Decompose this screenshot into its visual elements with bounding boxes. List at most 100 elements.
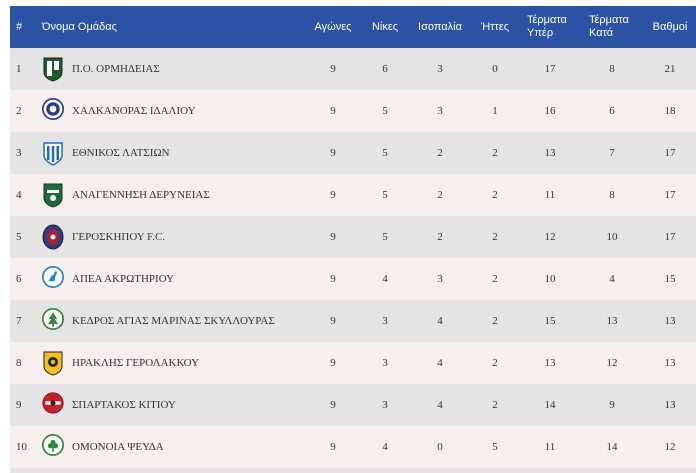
row-team: ΗΡΑΚΛΗΣ ΓΕΡΟΛΑΚΚΟΥ bbox=[42, 342, 199, 384]
row-wins: 3 bbox=[382, 399, 388, 411]
ormideia-crest-icon bbox=[42, 56, 64, 82]
row-goals-for: 10 bbox=[544, 273, 556, 285]
row-wins: 5 bbox=[382, 147, 388, 159]
row-wins: 6 bbox=[382, 63, 388, 75]
header-played: Αγώνες bbox=[314, 20, 352, 33]
table-row: 4 ΑΝΑΓΕΝΝΗΣΗ ΔΕΡΥΝΕΙΑΣ 9 5 2 2 11 8 17 bbox=[10, 174, 696, 216]
header-draws: Ισοπαλία bbox=[418, 20, 462, 33]
row-position: 1 bbox=[16, 63, 22, 75]
row-team: ΑΝΑΓΕΝΝΗΣΗ ΔΕΡΥΝΕΙΑΣ bbox=[42, 174, 210, 216]
row-goals-against: 7 bbox=[609, 147, 615, 159]
team-name: ΣΠΑΡΤΑΚΟΣ ΚΙΤΙΟΥ bbox=[72, 399, 176, 411]
row-goals-for: 11 bbox=[544, 189, 556, 201]
row-goals-for: 13 bbox=[544, 357, 556, 369]
row-points: 17 bbox=[664, 189, 676, 201]
row-points: 17 bbox=[664, 231, 676, 243]
row-played: 9 bbox=[330, 357, 336, 369]
table-row: 3 ΕΘΝΙΚΟΣ ΛΑΤΣΙΩΝ 9 5 2 2 13 7 17 bbox=[10, 132, 696, 174]
anagennisi-crest-icon bbox=[42, 182, 64, 208]
table-header: # Όνομα Ομάδας Αγώνες Νίκες Ισοπαλία Ήττ… bbox=[10, 6, 696, 48]
row-points: 21 bbox=[664, 63, 676, 75]
row-points: 13 bbox=[664, 399, 676, 411]
ethnikos-crest-icon bbox=[42, 140, 64, 166]
row-wins: 5 bbox=[382, 105, 388, 117]
header-position: # bbox=[16, 20, 23, 33]
row-team: ΟΜΟΝΟΙΑ ΨΕΥΔΑ bbox=[42, 426, 164, 468]
row-team: ΣΠΑΡΤΑΚΟΣ ΚΙΤΙΟΥ bbox=[42, 384, 176, 426]
row-position: 6 bbox=[16, 273, 22, 285]
row-team: ΚΕΔΡΟΣ ΑΓΙΑΣ ΜΑΡΙΝΑΣ ΣΚΥΛΛΟΥΡΑΣ bbox=[42, 300, 275, 342]
row-team: ΓΕΡΟΣΚΗΠΟΥ F.C. bbox=[42, 216, 165, 258]
table-row: 8 ΗΡΑΚΛΗΣ ΓΕΡΟΛΑΚΚΟΥ 9 3 4 2 13 12 13 bbox=[10, 342, 696, 384]
row-points: 17 bbox=[664, 147, 676, 159]
row-goals-against: 12 bbox=[606, 357, 618, 369]
omonoia-crest-icon bbox=[42, 434, 64, 460]
table-row: 5 ΓΕΡΟΣΚΗΠΟΥ F.C. 9 5 2 2 12 10 17 bbox=[10, 216, 696, 258]
row-goals-against: 8 bbox=[609, 189, 615, 201]
header-points: Βαθμοί bbox=[652, 20, 688, 33]
row-wins: 3 bbox=[382, 357, 388, 369]
row-losses: 5 bbox=[492, 441, 498, 453]
row-position: 10 bbox=[16, 441, 27, 453]
row-draws: 4 bbox=[437, 357, 443, 369]
geroskipou-crest-icon bbox=[42, 224, 64, 250]
row-goals-for: 14 bbox=[544, 399, 556, 411]
row-goals-against: 8 bbox=[609, 63, 615, 75]
row-wins: 4 bbox=[382, 273, 388, 285]
row-goals-against: 14 bbox=[606, 441, 618, 453]
row-losses: 2 bbox=[492, 399, 498, 411]
table-row: 10 ΟΜΟΝΟΙΑ ΨΕΥΔΑ 9 4 0 5 11 14 12 bbox=[10, 426, 696, 468]
table-row: 1 Π.Ο. ΟΡΜΗΔΕΙΑΣ 9 6 3 0 17 8 21 bbox=[10, 48, 696, 90]
row-points: 18 bbox=[664, 105, 676, 117]
row-wins: 3 bbox=[382, 315, 388, 327]
row-points: 15 bbox=[664, 273, 676, 285]
row-wins: 5 bbox=[382, 189, 388, 201]
team-name: ΑΠΕΑ ΑΚΡΩΤΗΡΙΟΥ bbox=[72, 273, 175, 285]
apea-crest-icon bbox=[42, 266, 64, 292]
team-name: ΗΡΑΚΛΗΣ ΓΕΡΟΛΑΚΚΟΥ bbox=[72, 357, 200, 369]
row-team: Π.Ο. ΟΡΜΗΔΕΙΑΣ bbox=[42, 48, 160, 90]
team-name: ΑΝΑΓΕΝΝΗΣΗ ΔΕΡΥΝΕΙΑΣ bbox=[72, 189, 210, 201]
row-points: 13 bbox=[664, 315, 676, 327]
row-position: 7 bbox=[16, 315, 22, 327]
table-row: 2 ΧΑΛΚΑΝΟΡΑΣ ΙΔΑΛΙΟΥ 9 5 3 1 16 6 18 bbox=[10, 90, 696, 132]
row-team: ΧΑΛΚΑΝΟΡΑΣ ΙΔΑΛΙΟΥ bbox=[42, 90, 196, 132]
header-goals-for: Τέρματα Υπέρ bbox=[527, 6, 567, 48]
row-played: 9 bbox=[330, 399, 336, 411]
row-draws: 3 bbox=[437, 273, 443, 285]
row-losses: 1 bbox=[492, 105, 498, 117]
row-played: 9 bbox=[330, 231, 336, 243]
row-losses: 2 bbox=[492, 273, 498, 285]
row-played: 9 bbox=[330, 273, 336, 285]
row-played: 9 bbox=[330, 105, 336, 117]
row-goals-for: 12 bbox=[544, 231, 556, 243]
row-position: 4 bbox=[16, 189, 22, 201]
row-losses: 0 bbox=[492, 63, 498, 75]
row-team: ΑΠΕΑ ΑΚΡΩΤΗΡΙΟΥ bbox=[42, 258, 174, 300]
team-name: ΓΕΡΟΣΚΗΠΟΥ F.C. bbox=[72, 231, 166, 243]
row-goals-for: 16 bbox=[544, 105, 556, 117]
row-position: 9 bbox=[16, 399, 22, 411]
header-goals-against: Τέρματα Κατά bbox=[589, 6, 629, 48]
header-losses: Ήττες bbox=[480, 20, 510, 33]
header-wins: Νίκες bbox=[371, 20, 399, 33]
standings-table: # Όνομα Ομάδας Αγώνες Νίκες Ισοπαλία Ήττ… bbox=[10, 6, 696, 468]
chalkanoras-crest-icon bbox=[42, 98, 64, 124]
row-wins: 4 bbox=[382, 441, 388, 453]
iraklis-crest-icon bbox=[42, 350, 64, 376]
row-losses: 2 bbox=[492, 189, 498, 201]
team-name: ΕΘΝΙΚΟΣ ΛΑΤΣΙΩΝ bbox=[72, 147, 170, 159]
row-position: 3 bbox=[16, 147, 22, 159]
table-row: 7 ΚΕΔΡΟΣ ΑΓΙΑΣ ΜΑΡΙΝΑΣ ΣΚΥΛΛΟΥΡΑΣ 9 3 4 2 15 13… bbox=[10, 300, 696, 342]
header-goals-against-line1: Τέρματα bbox=[589, 14, 629, 26]
row-goals-for: 17 bbox=[544, 63, 556, 75]
kedros-crest-icon bbox=[42, 308, 64, 334]
row-points: 12 bbox=[664, 441, 676, 453]
row-played: 9 bbox=[330, 315, 336, 327]
row-draws: 4 bbox=[437, 399, 443, 411]
row-position: 2 bbox=[16, 105, 22, 117]
row-goals-for: 13 bbox=[544, 147, 556, 159]
row-position: 5 bbox=[16, 231, 22, 243]
row-losses: 2 bbox=[492, 147, 498, 159]
header-goals-for-line2: Υπέρ bbox=[527, 27, 554, 39]
